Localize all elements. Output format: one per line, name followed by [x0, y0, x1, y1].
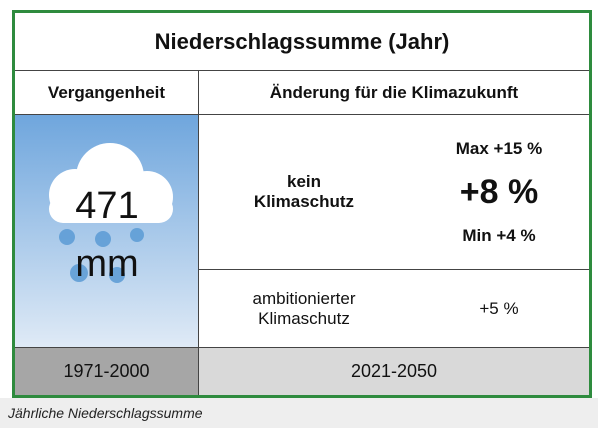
past-period: 1971-2000: [15, 347, 199, 395]
header-past: Vergangenheit: [15, 71, 199, 115]
scenario-label: kein Klimaschutz: [199, 115, 409, 270]
past-value: 471: [75, 185, 139, 227]
min: Min +4 %: [462, 225, 536, 245]
mean: +5 %: [479, 298, 519, 318]
past-cell: 471 mm: [15, 115, 199, 347]
scenario-values: Max +15 % +8 % Min +4 %: [409, 115, 589, 270]
mean: +8 %: [459, 172, 539, 211]
header-future: Änderung für die Klimazukunft: [199, 71, 589, 115]
scenario-label: ambitionierter Klimaschutz: [252, 288, 356, 328]
cloud-icon: [49, 143, 173, 283]
max: Max +15 %: [455, 138, 543, 158]
title: Niederschlagssumme (Jahr): [15, 13, 589, 71]
caption: Jährliche Niederschlagssumme: [0, 398, 598, 428]
panel: Niederschlagssumme (Jahr) Vergangenheit …: [12, 10, 592, 398]
past-unit: mm: [75, 243, 139, 285]
future-period: 2021-2050: [199, 347, 589, 395]
